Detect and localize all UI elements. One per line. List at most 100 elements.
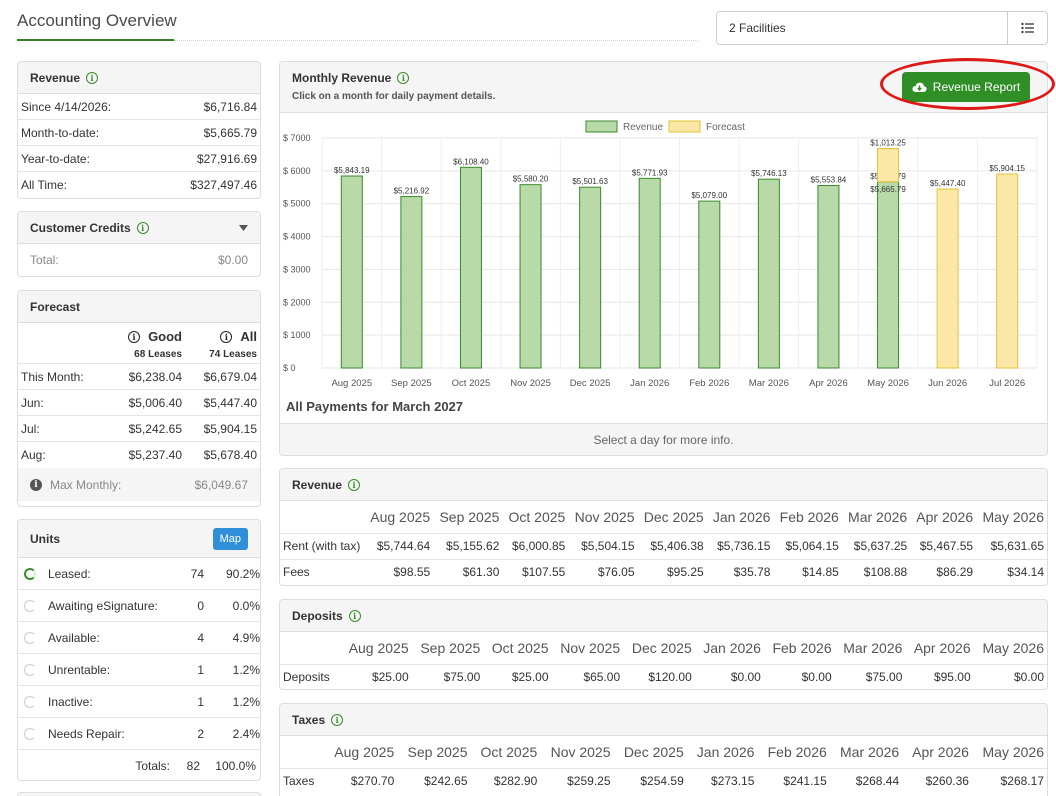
chart-bar[interactable]	[936, 188, 959, 369]
units-row-label: Needs Repair:	[48, 726, 125, 741]
bar-value-label: $5,746.13	[751, 169, 787, 178]
chart-bar[interactable]	[817, 185, 840, 369]
monthly-revenue-title: Monthly Revenue	[292, 71, 392, 85]
chart-bar[interactable]	[877, 148, 900, 183]
info-icon[interactable]: i	[128, 330, 141, 343]
revenue-summary-row: Month-to-date: $5,665.79	[18, 120, 260, 146]
units-title: Units	[30, 531, 60, 546]
units-row-pct: 1.2%	[232, 694, 260, 709]
chart-bar[interactable]	[996, 173, 1019, 369]
chart-bar[interactable]	[519, 184, 542, 369]
x-tick-label: Nov 2025	[510, 378, 551, 389]
forecast-max-label: Max Monthly:	[50, 477, 122, 492]
table-month-header: Jan 2026	[686, 736, 758, 769]
chart-bar[interactable]	[877, 181, 900, 369]
chart-bar[interactable]	[400, 196, 423, 369]
table-cell: $270.70	[350, 774, 395, 789]
monthly-revenue-panel: Monthly Revenue i Click on a month for d…	[279, 61, 1048, 456]
y-tick-label: $ 2000	[283, 297, 311, 307]
taxes-table-title: Taxes	[292, 712, 326, 727]
x-tick-label: Jan 2026	[630, 378, 669, 389]
info-icon[interactable]: i	[220, 330, 233, 343]
units-header: Units Map	[18, 520, 260, 558]
table-cell: $95.00	[933, 670, 971, 685]
revenue-table-header: Revenue i	[280, 469, 1047, 501]
table-cell: $98.55	[364, 558, 434, 585]
info-icon[interactable]: i	[348, 478, 361, 491]
table-month-header: Sep 2025	[397, 736, 471, 769]
legend-label: Forecast	[706, 122, 745, 133]
table-month-header: Aug 2025	[324, 736, 398, 769]
units-row-count: 1	[197, 662, 204, 677]
units-row-label: Awaiting eSignature:	[48, 598, 158, 613]
revenue-summary-row: Year-to-date: $27,916.69	[18, 146, 260, 172]
table-row-label: Taxes	[283, 774, 315, 789]
units-row[interactable]: Inactive: 1 1.2%	[18, 686, 260, 718]
revenue-summary-label: Since 4/14/2026:	[21, 99, 112, 114]
info-icon[interactable]: i	[348, 609, 361, 622]
table-cell: $242.65	[424, 774, 468, 789]
table-cell: $0.00	[1013, 670, 1044, 685]
chart-bar[interactable]	[638, 177, 661, 369]
facility-list-button[interactable]	[1007, 11, 1048, 45]
chevron-down-icon[interactable]	[239, 224, 248, 231]
customer-credits-header[interactable]: Customer Credits i	[18, 212, 260, 244]
customer-credits-title: Customer Credits	[30, 220, 131, 235]
revenue-summary-header: Revenue i	[18, 62, 260, 94]
units-row[interactable]: Unrentable: 1 1.2%	[18, 654, 260, 686]
units-row-count: 74	[190, 566, 204, 581]
table-cell: $14.85	[773, 558, 842, 585]
units-row[interactable]: Available: 4 4.9%	[18, 622, 260, 654]
forecast-row-label: Aug:	[21, 448, 46, 462]
table-month-header: Jan 2026	[694, 632, 764, 665]
info-icon[interactable]: i	[331, 713, 344, 726]
info-icon[interactable]: i	[136, 221, 149, 234]
chart-bar[interactable]	[698, 200, 721, 369]
units-row[interactable]: Awaiting eSignature: 0 0.0%	[18, 590, 260, 622]
chart-bar[interactable]	[757, 178, 780, 369]
units-totals-label: Totals:	[135, 759, 170, 773]
title-underline	[17, 39, 174, 41]
units-row-count: 2	[197, 726, 204, 741]
monthly-revenue-chart[interactable]: $ 0 $ 1000 $ 2000 $ 3000 $ 4000 $ 5000 $ 6000 $…	[280, 114, 1047, 399]
revenue-summary-label: All Time:	[21, 178, 68, 192]
forecast-column-headers: i Good i All 68 Leases 74 Leases	[18, 323, 260, 364]
forecast-max-row: i Max Monthly: $6,049.67	[18, 468, 260, 501]
forecast-row-label: Jul:	[21, 421, 40, 436]
table-cell: $5,504.15	[581, 539, 635, 553]
info-icon[interactable]: i	[86, 71, 99, 84]
forecast-all-leases: 74 Leases	[209, 349, 257, 360]
units-row[interactable]: Leased: 74 90.2%	[18, 558, 260, 590]
status-ring-icon	[24, 631, 36, 644]
info-icon[interactable]: i	[397, 72, 410, 84]
chart-bar[interactable]	[459, 166, 482, 369]
table-corner	[280, 632, 340, 665]
units-row[interactable]: Needs Repair: 2 2.4%	[18, 718, 260, 750]
table-month-header: Mar 2026	[841, 501, 911, 534]
table-cell: $268.44	[855, 774, 900, 789]
units-row-pct: 4.9%	[232, 630, 260, 645]
forecast-row-all: $5,447.40	[203, 395, 257, 410]
table-cell: $273.15	[711, 774, 755, 789]
x-tick-label: Oct 2025	[452, 378, 491, 389]
x-tick-label: Jun 2026	[928, 378, 967, 389]
units-row-label: Available:	[48, 630, 100, 645]
table-cell: $5,155.62	[446, 539, 500, 553]
bar-value-label: $5,079.00	[691, 191, 727, 200]
table-cell: $61.30	[433, 558, 503, 585]
map-button[interactable]: Map	[212, 527, 248, 550]
table-month-header: Nov 2025	[551, 632, 624, 665]
chart-bar[interactable]	[340, 175, 363, 369]
y-tick-label: $ 3000	[283, 264, 311, 274]
table-cell: $5,064.15	[785, 539, 839, 553]
forecast-row-label: This Month:	[21, 369, 84, 384]
chart-bar[interactable]	[579, 186, 602, 369]
facility-select[interactable]: 2 Facilities	[716, 11, 1008, 45]
revenue-summary-label: Year-to-date:	[21, 151, 90, 166]
y-tick-label: $ 5000	[283, 199, 311, 209]
customer-credits-panel: Customer Credits i Total: $0.00	[17, 211, 261, 277]
deposits-table-panel: Deposits i Aug 2025 Sep 2025 Oct 2025 Nov 2…	[279, 599, 1048, 690]
info-icon[interactable]: i	[30, 478, 42, 491]
units-row-count: 4	[197, 630, 204, 645]
units-panel: Units Map Leased: 74 90.2% Awaiting eSignat…	[17, 519, 261, 781]
